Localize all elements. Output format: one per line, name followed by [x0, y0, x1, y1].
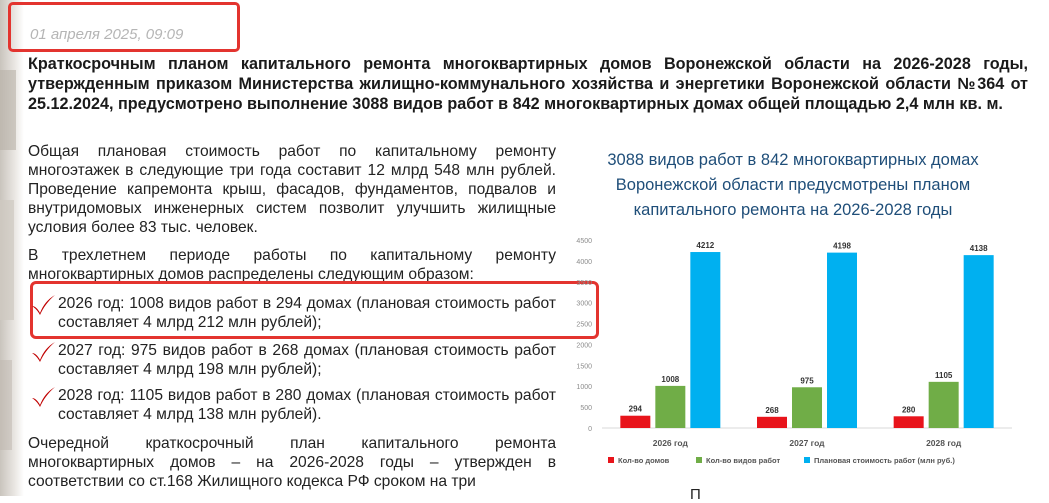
chart-title: 3088 видов работ в 842 многоквартирных д… [607, 151, 979, 219]
y-tick-label: 0 [588, 426, 592, 433]
body-paragraph-plan: Очередной краткосрочный план капитальног… [28, 435, 556, 490]
data-label: 4138 [970, 244, 988, 253]
background-photo-strip [0, 0, 24, 496]
x-tick-label: 2027 год [789, 438, 825, 448]
list-item-2027: 2027 год: 975 видов работ в 268 домах (п… [58, 342, 556, 378]
x-tick-label: 2026 год [653, 438, 689, 448]
bar-houses [893, 416, 924, 428]
bar-works [655, 385, 686, 428]
bar-works [792, 387, 822, 428]
legend-label: Плановая стоимость работ (млн руб.) [814, 456, 955, 465]
checkmark-icon [32, 295, 55, 315]
background-photo-shade [0, 70, 16, 150]
legend-label: Кол-во домов [618, 456, 670, 465]
checkmark-icon [32, 342, 55, 362]
bar-cost [963, 255, 994, 428]
y-tick-label: 1500 [576, 363, 592, 370]
bar-houses [757, 416, 787, 428]
y-tick-label: 2500 [576, 322, 592, 329]
bar-cost [827, 252, 857, 428]
date-highlight-box [8, 2, 240, 52]
text-fragment: П [690, 486, 701, 503]
list-item-2028: 2028 год: 1105 видов работ в 280 домах (… [58, 387, 556, 423]
lead-paragraph: Краткосрочным планом капитального ремонт… [28, 55, 1028, 113]
y-tick-label: 1000 [576, 384, 592, 391]
data-label: 4198 [833, 242, 851, 251]
y-tick-label: 2000 [576, 342, 592, 349]
data-label: 1008 [661, 375, 679, 384]
bar-works [928, 381, 959, 428]
publication-date: 01 апреля 2025, 09:09 [30, 26, 184, 43]
data-label: 4212 [696, 241, 714, 250]
body-paragraph-distribution: В трехлетнем периоде работы по капитальн… [28, 247, 556, 283]
body-paragraph-cost: Общая плановая стоимость работ по капита… [28, 143, 556, 236]
bar-houses [620, 415, 651, 428]
y-tick-label: 3500 [576, 280, 592, 287]
y-tick-label: 500 [580, 405, 592, 412]
legend-swatch [608, 457, 614, 463]
x-tick-label: 2028 год [926, 438, 962, 448]
legend-swatch [804, 457, 810, 463]
y-tick-label: 4000 [576, 259, 592, 266]
bar-chart: 0 500 1000 1500 2000 2500 3000 3500 4000 4500 294 1… [576, 238, 1012, 465]
checkmark-icon [32, 387, 55, 407]
year-2026-highlight-box [30, 281, 599, 339]
data-label: 268 [765, 406, 779, 415]
data-label: 280 [902, 405, 916, 414]
legend-swatch [696, 457, 702, 463]
background-photo-shade [0, 360, 12, 450]
legend-label: Кол-во видов работ [706, 456, 780, 465]
bar-cost [690, 252, 721, 428]
background-photo-shade [0, 200, 14, 320]
y-tick-label: 3000 [576, 301, 592, 308]
list-item-2026: 2026 год: 1008 видов работ в 294 домах (… [58, 295, 556, 331]
y-tick-label: 4500 [576, 238, 592, 245]
data-label: 1105 [935, 371, 953, 380]
data-label: 294 [629, 405, 643, 414]
data-label: 975 [800, 376, 814, 385]
